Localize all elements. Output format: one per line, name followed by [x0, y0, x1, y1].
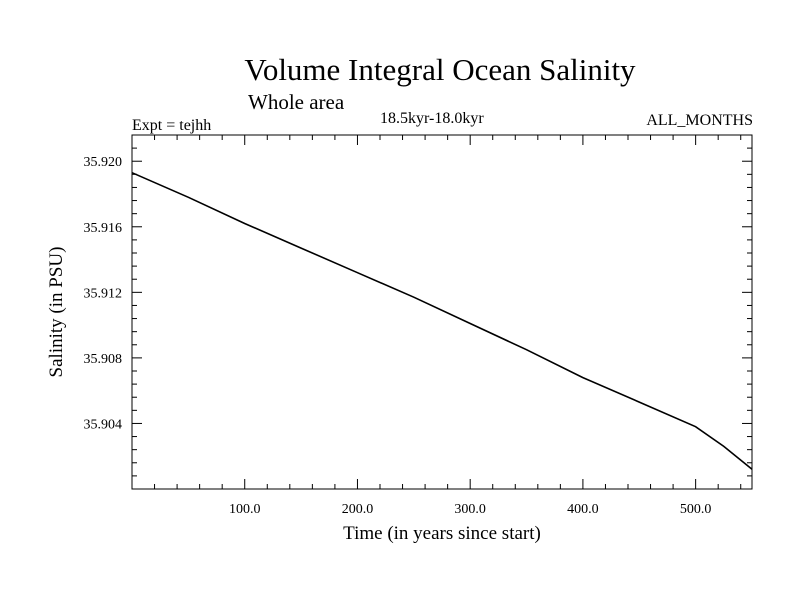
- period-label: 18.5kyr-18.0kyr: [380, 110, 484, 127]
- axis-tick-labels: 100.0 200.0 300.0 400.0 500.0 35.904 35.908 35.…: [84, 155, 712, 517]
- x-tick-label: 300.0: [454, 502, 486, 517]
- season-label: ALL_MONTHS: [646, 112, 753, 129]
- plot-frame: [131, 134, 753, 490]
- y-axis-label: Salinity (in PSU): [46, 247, 67, 378]
- y-tick-label: 35.916: [84, 221, 123, 236]
- x-tick-label: 200.0: [342, 502, 374, 517]
- x-tick-label: 100.0: [229, 502, 261, 517]
- x-tick-label: 400.0: [567, 502, 599, 517]
- experiment-label: Expt = tejhh: [132, 117, 212, 134]
- y-tick-label: 35.908: [84, 352, 123, 367]
- axis-ticks: [132, 135, 752, 489]
- x-axis-label: Time (in years since start): [343, 523, 541, 544]
- y-tick-label: 35.912: [84, 286, 123, 301]
- y-tick-label: 35.920: [84, 155, 123, 170]
- y-tick-label: 35.904: [84, 417, 123, 432]
- chart-subtitle: Whole area: [248, 90, 345, 114]
- chart-title: Volume Integral Ocean Salinity: [244, 52, 636, 87]
- x-tick-label: 500.0: [680, 502, 712, 517]
- salinity-series-line: [131, 171, 753, 470]
